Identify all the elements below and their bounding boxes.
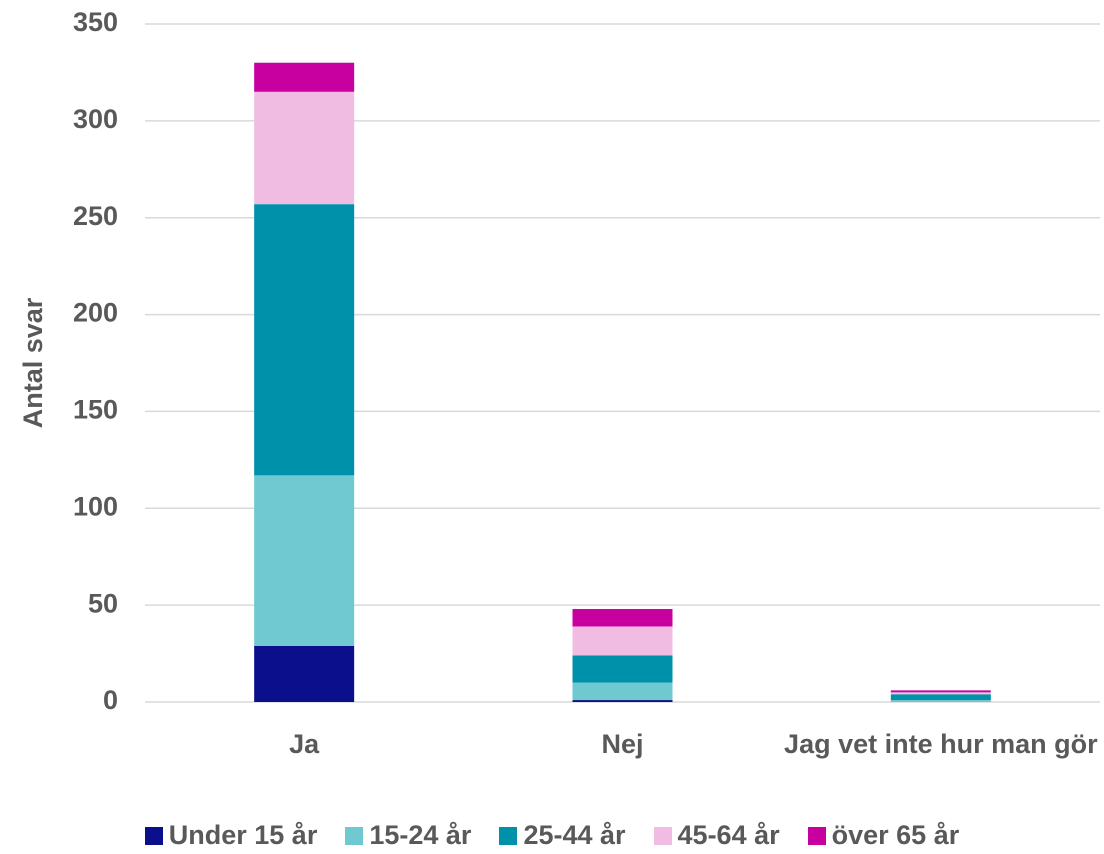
bar-segment [890,690,991,693]
bar-segment [890,692,991,695]
y-tick-label: 350 [73,7,118,37]
legend-label: 45-64 år [677,820,780,850]
bar-segment [572,609,673,627]
legend-item: 45-64 år [653,820,780,851]
x-tick-label: Jag vet inte hur man gör [784,729,1098,759]
bar-segment [572,626,673,656]
legend-label: över 65 år [831,820,960,850]
bar-segment [572,700,673,702]
y-tick-label: 100 [73,491,118,521]
legend: Under 15 år 15-24 år 25-44 år 45-64 år över … [0,820,1104,851]
y-tick-label: 150 [73,395,118,425]
bar-segment [572,655,673,683]
legend-swatch [807,826,826,845]
bar-segment [254,204,355,476]
legend-swatch [144,826,163,845]
y-tick-label: 0 [103,685,118,715]
bar-segment [572,682,673,701]
bar-segment [254,62,355,92]
y-tick-label: 300 [73,104,118,134]
legend-swatch [499,826,518,845]
bar-segment [890,700,991,702]
bar-segment [890,694,991,701]
legend-label: 15-24 år [369,820,472,850]
legend-label: Under 15 år [168,820,318,850]
legend-item: 25-44 år [499,820,626,851]
legend-item: över 65 år [807,820,960,851]
x-tick-label: Ja [289,729,320,759]
legend-swatch [653,826,672,845]
legend-item: Under 15 år [144,820,318,851]
legend-label: 25-44 år [523,820,626,850]
y-tick-label: 250 [73,201,118,231]
bar-segment [254,475,355,646]
legend-item: 15-24 år [345,820,471,851]
bar-segment [254,91,355,205]
y-axis-label: Antal svar [18,297,48,428]
x-tick-label: Nej [601,729,644,759]
y-tick-label: 50 [88,588,118,618]
y-tick-label: 200 [73,298,118,328]
bar-segment [254,645,355,702]
legend-swatch [345,826,364,845]
